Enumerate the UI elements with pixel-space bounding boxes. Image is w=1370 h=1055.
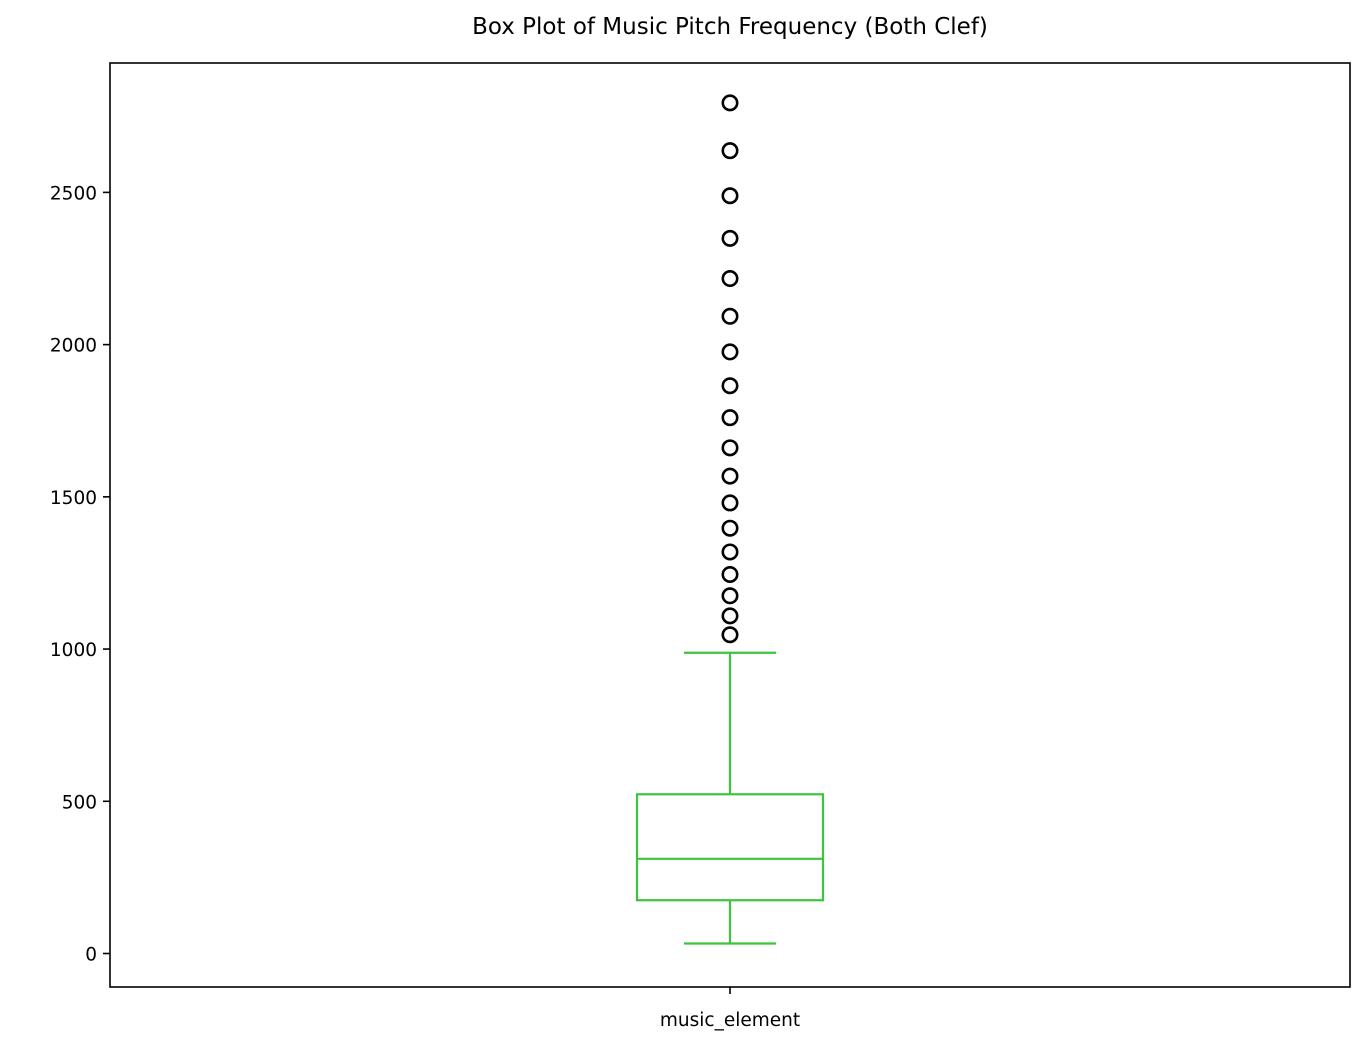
outlier-point — [723, 545, 737, 559]
outlier-point — [723, 441, 737, 455]
outlier-point — [723, 628, 737, 642]
box-iqr — [637, 794, 823, 900]
y-tick-label: 0 — [85, 945, 97, 966]
y-tick-label: 2000 — [50, 336, 97, 357]
outlier-point — [723, 96, 737, 110]
outlier-point — [723, 589, 737, 603]
outlier-point — [723, 410, 737, 424]
outlier-group — [723, 96, 737, 642]
outlier-point — [723, 231, 737, 245]
y-tick-label: 1500 — [50, 488, 97, 509]
outlier-point — [723, 567, 737, 581]
outlier-point — [723, 379, 737, 393]
outlier-point — [723, 345, 737, 359]
x-axis: music_element — [660, 987, 800, 1031]
outlier-point — [723, 521, 737, 535]
y-tick-label: 1000 — [50, 640, 97, 661]
outlier-point — [723, 189, 737, 203]
outlier-point — [723, 609, 737, 623]
x-tick-label: music_element — [660, 1010, 800, 1031]
plot-area-frame — [110, 63, 1350, 987]
y-tick-label: 500 — [62, 792, 97, 813]
outlier-point — [723, 309, 737, 323]
outlier-point — [723, 469, 737, 483]
y-axis: 0 500 1000 1500 2000 2500 — [50, 183, 110, 965]
y-tick-label: 2500 — [50, 183, 97, 204]
outlier-point — [723, 143, 737, 157]
outlier-point — [723, 271, 737, 285]
box-group — [637, 653, 823, 944]
outlier-point — [723, 496, 737, 510]
